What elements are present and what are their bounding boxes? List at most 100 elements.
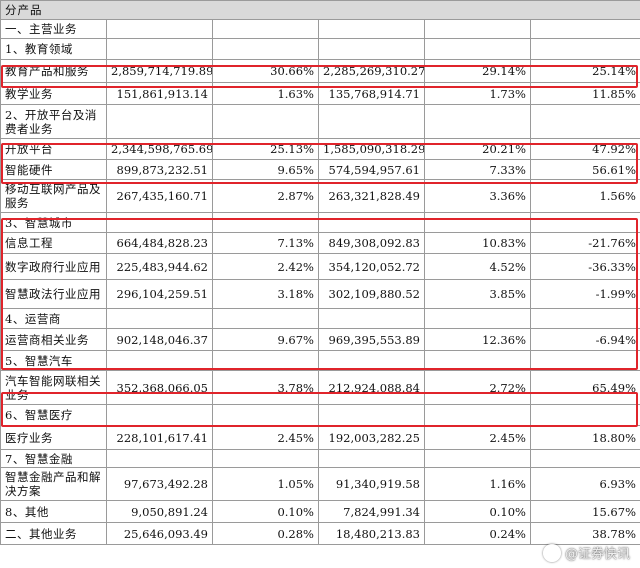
row-label: 移动互联网产品及服务 <box>0 179 107 213</box>
table-row: 4、运营商 <box>0 308 640 329</box>
prior-amount: 849,308,092.83 <box>318 232 425 254</box>
table-header-row: 分产品 <box>0 0 640 20</box>
prior-amount <box>318 449 425 468</box>
yoy-change: 65.49% <box>530 370 640 405</box>
table-row: 5、智慧汽车 <box>0 350 640 371</box>
current-share <box>212 350 319 371</box>
revenue-by-product-table: 分产品 一、主营业务 1、教育领域 教育产品和服务 2,859,714,719.89 3… <box>0 0 640 545</box>
row-label: 教学业务 <box>0 82 107 105</box>
table-row: 信息工程 664,484,828.23 7.13% 849,308,092.83 10.… <box>0 232 640 254</box>
current-amount <box>106 449 213 468</box>
yoy-change: 15.67% <box>530 500 640 523</box>
prior-amount: 7,824,991.34 <box>318 500 425 523</box>
prior-amount <box>318 212 425 233</box>
current-share <box>212 449 319 468</box>
prior-amount: 212,924,088.84 <box>318 370 425 405</box>
row-label: 1、教育领域 <box>0 38 107 60</box>
row-label: 5、智慧汽车 <box>0 350 107 371</box>
table-row: 教学业务 151,861,913.14 1.63% 135,768,914.71 1.7… <box>0 82 640 105</box>
current-amount: 664,484,828.23 <box>106 232 213 254</box>
prior-amount <box>318 19 425 39</box>
row-label: 2、开放平台及消费者业务 <box>0 104 107 139</box>
current-share <box>212 308 319 329</box>
prior-amount: 302,109,880.52 <box>318 279 425 309</box>
prior-amount: 354,120,052.72 <box>318 253 425 280</box>
current-amount: 267,435,160.71 <box>106 179 213 213</box>
table-row: 3、智慧城市 <box>0 212 640 233</box>
prior-share: 10.83% <box>424 232 531 254</box>
current-share: 1.63% <box>212 82 319 105</box>
current-amount: 352,368,066.05 <box>106 370 213 405</box>
prior-amount: 91,340,919.58 <box>318 467 425 501</box>
row-label: 数字政府行业应用 <box>0 253 107 280</box>
yoy-change: 18.80% <box>530 425 640 450</box>
yoy-change: -36.33% <box>530 253 640 280</box>
table-row: 运营商相关业务 902,148,046.37 9.67% 969,395,553.89… <box>0 328 640 351</box>
current-share: 9.65% <box>212 159 319 180</box>
prior-amount: 969,395,553.89 <box>318 328 425 351</box>
table-row: 汽车智能网联相关业务 352,368,066.05 3.78% 212,924,088… <box>0 370 640 405</box>
row-label: 信息工程 <box>0 232 107 254</box>
row-label: 智慧金融产品和解决方案 <box>0 467 107 501</box>
current-share <box>212 38 319 60</box>
current-share <box>212 404 319 426</box>
current-share: 2.87% <box>212 179 319 213</box>
yoy-change: 6.93% <box>530 467 640 501</box>
prior-share: 12.36% <box>424 328 531 351</box>
prior-amount <box>318 308 425 329</box>
prior-share: 1.16% <box>424 467 531 501</box>
prior-share <box>424 38 531 60</box>
prior-share <box>424 212 531 233</box>
row-label: 教育产品和服务 <box>0 59 107 83</box>
yoy-change <box>530 104 640 139</box>
prior-share: 1.73% <box>424 82 531 105</box>
table-row: 智慧政法行业应用 296,104,259.51 3.18% 302,109,880.5… <box>0 279 640 309</box>
current-amount <box>106 308 213 329</box>
current-share: 1.05% <box>212 467 319 501</box>
current-amount <box>106 350 213 371</box>
current-amount: 899,873,232.51 <box>106 159 213 180</box>
prior-amount: 135,768,914.71 <box>318 82 425 105</box>
yoy-change <box>530 19 640 39</box>
table-row: 智慧金融产品和解决方案 97,673,492.28 1.05% 91,340,919.… <box>0 467 640 501</box>
current-share: 9.67% <box>212 328 319 351</box>
current-share: 7.13% <box>212 232 319 254</box>
current-amount: 225,483,944.62 <box>106 253 213 280</box>
prior-share: 0.24% <box>424 522 531 545</box>
row-label: 4、运营商 <box>0 308 107 329</box>
current-amount: 2,859,714,719.89 <box>106 59 213 83</box>
table-row: 教育产品和服务 2,859,714,719.89 30.66% 2,285,269,3… <box>0 59 640 83</box>
row-label: 6、智慧医疗 <box>0 404 107 426</box>
current-share: 30.66% <box>212 59 319 83</box>
current-amount <box>106 19 213 39</box>
table-row: 1、教育领域 <box>0 38 640 60</box>
prior-amount: 18,480,213.83 <box>318 522 425 545</box>
current-amount <box>106 38 213 60</box>
prior-share <box>424 19 531 39</box>
table-row: 2、开放平台及消费者业务 <box>0 104 640 139</box>
prior-amount <box>318 404 425 426</box>
yoy-change: -21.76% <box>530 232 640 254</box>
current-amount <box>106 104 213 139</box>
current-amount: 296,104,259.51 <box>106 279 213 309</box>
row-label: 运营商相关业务 <box>0 328 107 351</box>
current-amount: 25,646,093.49 <box>106 522 213 545</box>
prior-share: 4.52% <box>424 253 531 280</box>
row-label: 医疗业务 <box>0 425 107 450</box>
prior-amount: 2,285,269,310.27 <box>318 59 425 83</box>
row-label: 8、其他 <box>0 500 107 523</box>
prior-share: 3.36% <box>424 179 531 213</box>
yoy-change: 56.61% <box>530 159 640 180</box>
table-row: 7、智慧金融 <box>0 449 640 468</box>
current-amount: 97,673,492.28 <box>106 467 213 501</box>
current-share: 3.18% <box>212 279 319 309</box>
row-label: 7、智慧金融 <box>0 449 107 468</box>
current-amount: 902,148,046.37 <box>106 328 213 351</box>
prior-share: 29.14% <box>424 59 531 83</box>
prior-share: 7.33% <box>424 159 531 180</box>
yoy-change <box>530 449 640 468</box>
yoy-change: 47.92% <box>530 138 640 160</box>
row-label: 3、智慧城市 <box>0 212 107 233</box>
watermark-text: @证券快讯 <box>564 547 630 562</box>
current-share <box>212 212 319 233</box>
